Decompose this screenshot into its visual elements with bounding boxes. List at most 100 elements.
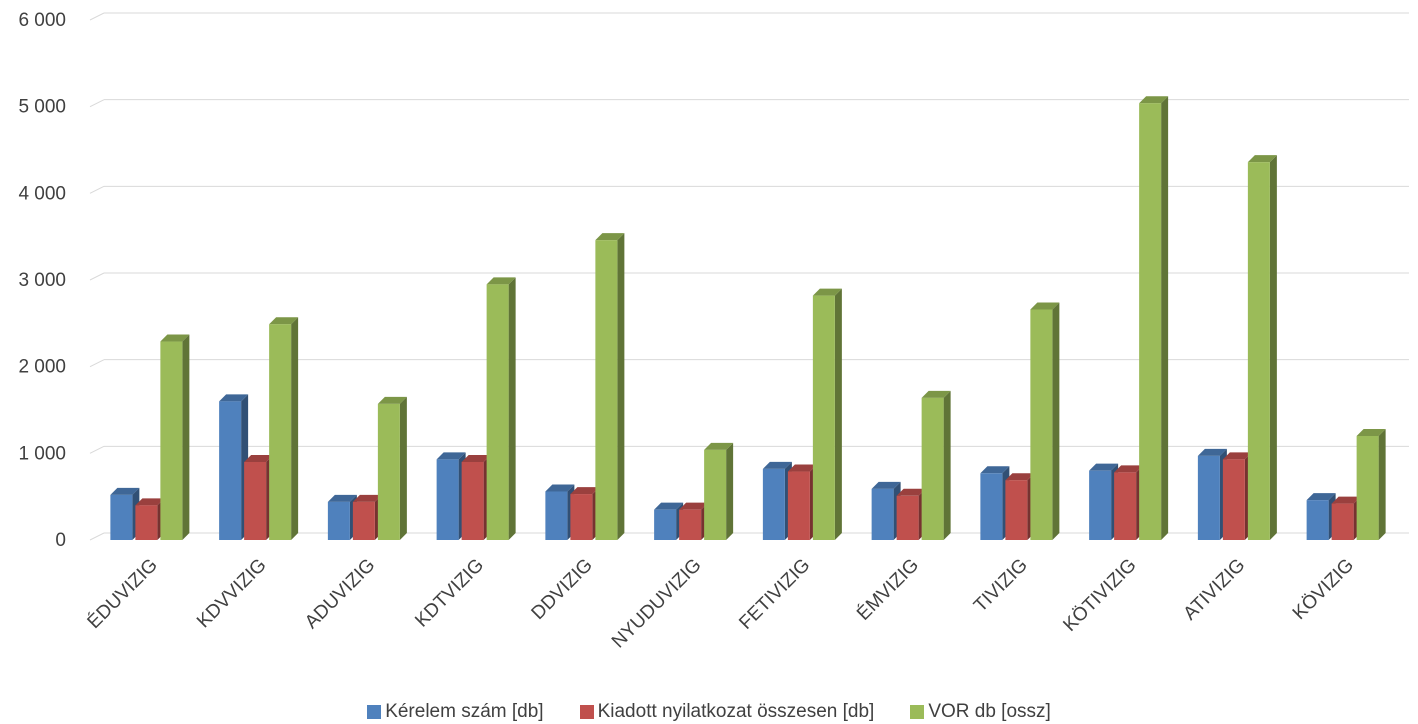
- bar: [654, 502, 684, 540]
- legend-label-kerelem: Kérelem szám [db]: [385, 701, 544, 722]
- bar: [352, 494, 382, 540]
- bar-side: [943, 390, 951, 540]
- bar-front: [787, 471, 810, 540]
- gridline-slant: [89, 12, 105, 21]
- bar-front: [1114, 472, 1137, 540]
- bar: [219, 394, 249, 540]
- bar-top: [486, 277, 516, 285]
- bar-front: [461, 462, 484, 540]
- bar-top: [135, 498, 165, 506]
- bar-side: [291, 317, 299, 540]
- bar: [570, 487, 600, 540]
- bar: [980, 466, 1010, 540]
- x-tick-label: ATIVIZIG: [1180, 555, 1250, 625]
- x-tick-label: KÖTIVIZIG: [1059, 555, 1140, 636]
- bar-front: [896, 495, 919, 540]
- bar-front: [1247, 162, 1270, 540]
- bar-front: [135, 505, 158, 540]
- bar-top: [244, 455, 274, 462]
- bar-front: [352, 501, 375, 540]
- bar-front: [921, 397, 944, 540]
- bar: [1030, 302, 1060, 540]
- bar-side: [834, 288, 842, 540]
- bar-side: [1269, 155, 1277, 540]
- bar-front: [377, 403, 400, 540]
- bar-front: [436, 459, 459, 540]
- bar-top: [1331, 496, 1361, 504]
- bar: [921, 390, 951, 540]
- bar: [377, 396, 407, 540]
- legend-label-kiadott: Kiadott nyilatkozat összesen [db]: [597, 701, 875, 722]
- y-tick-label: 6 000: [18, 10, 66, 31]
- bar: [896, 488, 926, 540]
- bar: [595, 233, 625, 540]
- bar-top: [377, 396, 407, 404]
- bar-front: [1089, 470, 1112, 540]
- bar-top: [762, 461, 792, 469]
- bar: [1114, 465, 1144, 540]
- legend-swatch-kerelem: [367, 705, 382, 719]
- bar: [486, 277, 516, 540]
- bar-top: [812, 288, 842, 296]
- bar: [812, 288, 842, 540]
- bar-front: [679, 509, 702, 540]
- x-tick-label: KDVVIZIG: [193, 555, 271, 633]
- gridline-slant: [89, 445, 105, 454]
- bar-front: [1356, 436, 1379, 540]
- bar-top: [160, 334, 190, 342]
- bar-top: [269, 317, 299, 325]
- bar: [1306, 493, 1336, 540]
- bar-front: [486, 284, 509, 540]
- x-tick-label: ÉMVIZIG: [853, 555, 923, 625]
- bar-top: [110, 487, 140, 495]
- x-axis: ÉDUVIZIG KDVVIZIG ADUVIZIG KDTVIZIG DDVIZIG N…: [84, 555, 1359, 653]
- bar-front: [871, 488, 894, 540]
- bar-front: [1197, 455, 1220, 540]
- x-tick-label: TIVIZIG: [970, 555, 1032, 617]
- gridline-slant: [89, 185, 105, 194]
- bar: [1222, 452, 1252, 540]
- bar-top: [1089, 463, 1119, 471]
- bar: [1197, 448, 1227, 540]
- bar: [762, 461, 792, 540]
- bar-front: [654, 509, 677, 540]
- bar-front: [595, 240, 618, 540]
- bar: [110, 487, 140, 540]
- x-tick-label: ADUVIZIG: [301, 555, 379, 633]
- bar-side: [1378, 429, 1386, 540]
- bar-front: [219, 401, 242, 540]
- bar-top: [921, 390, 951, 398]
- bar: [327, 494, 357, 540]
- bar: [436, 452, 466, 540]
- gridline-slant: [89, 532, 105, 541]
- bar: [1005, 473, 1035, 540]
- bar-front: [244, 462, 267, 540]
- bar-top: [570, 487, 600, 495]
- bar: [244, 455, 274, 540]
- bar-side: [1161, 96, 1169, 540]
- bar: [545, 484, 575, 540]
- legend-item-vor: VOR db [ossz]: [910, 701, 1051, 723]
- bar-front: [1331, 503, 1354, 540]
- x-tick-label: NYUDUVIZIG: [608, 555, 706, 653]
- bar-front: [762, 468, 785, 540]
- bar: [1089, 463, 1119, 540]
- bar-top: [871, 481, 901, 489]
- y-axis: 0 1 000 2 000 3 000 4 000 5 000 6 000: [18, 10, 66, 551]
- bar-top: [595, 233, 625, 241]
- y-tick-label: 5 000: [18, 97, 66, 118]
- bar-side: [617, 233, 625, 540]
- bar: [787, 464, 817, 540]
- bar-front: [327, 501, 350, 540]
- bar: [1331, 496, 1361, 540]
- bar-front: [545, 491, 568, 540]
- bar-front: [110, 494, 133, 540]
- bar: [269, 317, 299, 540]
- y-tick-label: 2 000: [18, 357, 66, 378]
- bar-top: [654, 502, 684, 510]
- bar-top: [219, 394, 249, 402]
- bar-top: [1356, 429, 1386, 436]
- bar-top: [679, 502, 709, 510]
- bar-front: [1306, 500, 1329, 540]
- bar-front: [1030, 309, 1053, 540]
